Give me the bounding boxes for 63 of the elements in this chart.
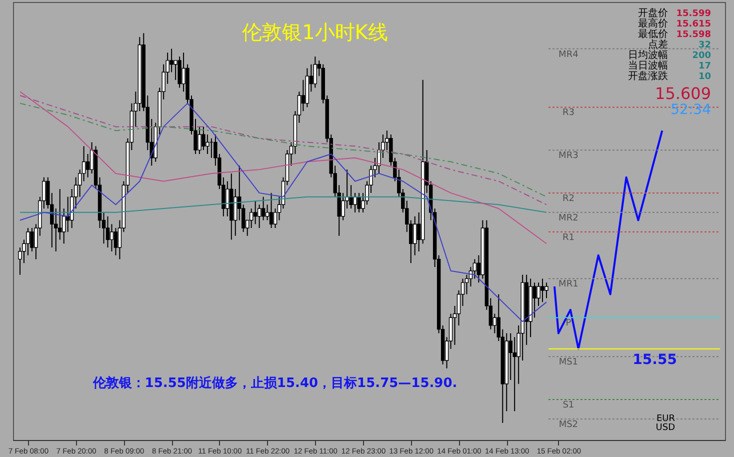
candlestick	[540, 278, 544, 303]
candlestick	[257, 204, 262, 229]
candlestick	[472, 258, 477, 280]
candlestick	[353, 192, 357, 213]
annotation: 点差	[648, 38, 668, 50]
candlestick	[170, 48, 174, 73]
text: 15.599	[676, 9, 711, 19]
annotation: 52:34	[670, 102, 712, 118]
ref-line-label: MR1	[558, 280, 578, 290]
ref-line-label: MR3	[558, 151, 578, 162]
text: USD	[656, 423, 676, 433]
candlestick	[536, 282, 540, 306]
annotation: 日均波幅	[628, 49, 668, 61]
ref-line-label: R1	[562, 232, 574, 243]
annotation: 15.609	[655, 84, 711, 103]
annotation: 15.598	[676, 30, 711, 40]
candlestick	[249, 208, 254, 229]
candlestick	[253, 200, 258, 225]
candlestick	[261, 196, 266, 221]
candlestick	[202, 126, 206, 151]
annotation: 最低价	[638, 28, 668, 40]
annotation: 10	[698, 72, 711, 82]
candlestick	[313, 56, 318, 88]
annotation: EUR	[656, 414, 675, 424]
annotation: 开盘涨跌	[628, 70, 668, 82]
annotation: 15.55	[632, 352, 677, 368]
candlestick	[174, 60, 178, 80]
candlestick	[86, 153, 90, 178]
ref-line-label: R2	[562, 194, 574, 204]
candlestick	[413, 216, 417, 256]
ref-line-label: P	[566, 318, 572, 329]
text: 15.615	[676, 20, 711, 30]
candlestick	[269, 192, 274, 229]
text: 最高价	[638, 18, 668, 30]
candlestick	[234, 188, 238, 236]
candlestick	[544, 282, 548, 299]
annotation: 伦敦银：15.55附近做多，止损15.40，目标15.75—15.90.	[92, 375, 458, 391]
ref-line-label: MR2	[558, 213, 578, 224]
annotation: 当日波幅	[628, 60, 668, 72]
candlestick	[532, 282, 536, 318]
annotation: 200	[692, 51, 711, 61]
candlestick	[512, 336, 516, 412]
candlestick	[206, 134, 210, 154]
ref-line-label: MS1	[558, 358, 578, 368]
candlestick	[273, 208, 278, 229]
candlestick	[30, 228, 34, 252]
candlestick	[357, 192, 361, 213]
candlestick	[226, 180, 230, 217]
ref-line-label: S1	[562, 400, 574, 410]
candlestick	[265, 204, 270, 221]
candlestick	[301, 79, 306, 112]
chart-title: 伦敦银1小时K线	[242, 20, 388, 44]
candlestick	[178, 56, 182, 88]
candlestick	[110, 224, 114, 252]
ref-line-label: R3	[562, 108, 574, 118]
candlestick	[114, 228, 118, 256]
annotation: 17	[698, 62, 711, 72]
ref-line-label: MS2	[558, 420, 578, 430]
annotation: 32	[698, 40, 711, 50]
candlestick	[198, 126, 202, 154]
ref-line-label: MR4	[558, 50, 579, 60]
text: 开盘价	[638, 7, 668, 19]
candlestick	[106, 216, 110, 248]
